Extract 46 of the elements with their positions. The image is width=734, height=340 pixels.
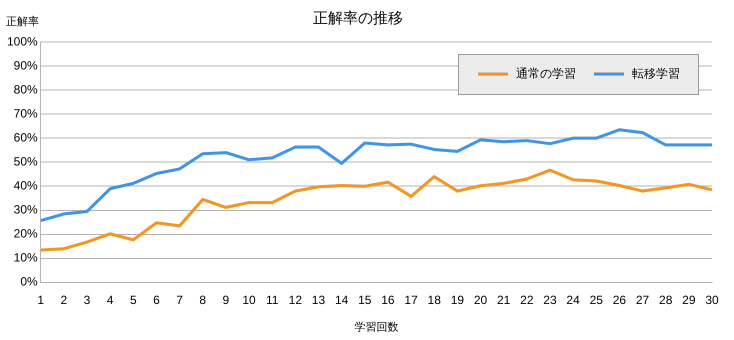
x-tick-label: 18: [428, 292, 442, 307]
x-tick-label: 16: [381, 292, 395, 307]
x-tick-label: 1: [37, 292, 44, 307]
y-tick-label: 90%: [14, 58, 38, 72]
y-tick-label: 40%: [14, 178, 38, 193]
y-tick-label: 70%: [14, 106, 38, 120]
x-tick-label: 7: [176, 292, 184, 307]
y-axis-title: 正解率: [6, 15, 39, 28]
y-tick-label: 60%: [14, 130, 38, 144]
x-tick-label: 22: [520, 292, 534, 307]
x-tick-label: 8: [199, 292, 206, 307]
x-tick-label: 5: [130, 292, 137, 307]
x-tick-label: 23: [543, 292, 557, 307]
x-tick-label: 11: [266, 292, 279, 307]
x-tick-label: 28: [659, 292, 673, 307]
x-tick-label: 10: [242, 292, 256, 307]
y-tick-label: 20%: [14, 226, 38, 241]
x-axis-title: 学習回数: [354, 321, 398, 334]
x-tick-label: 30: [705, 292, 719, 307]
x-tick-label: 27: [636, 292, 650, 307]
x-tick-label: 15: [358, 292, 372, 307]
x-tick-label: 24: [566, 292, 580, 307]
x-tick-label: 13: [312, 292, 326, 307]
y-tick-label: 0%: [20, 274, 38, 289]
y-tick-label: 30%: [14, 202, 38, 217]
x-tick-label: 26: [612, 292, 626, 307]
x-tick-label: 4: [106, 292, 114, 307]
x-tick-label: 17: [404, 292, 418, 307]
legend-label: 転移学習: [632, 66, 680, 80]
x-tick-label: 19: [450, 292, 464, 307]
x-tick-label: 14: [334, 292, 349, 307]
y-tick-label: 50%: [14, 154, 38, 169]
x-tick-label: 29: [682, 292, 696, 307]
x-tick-label: 12: [288, 292, 302, 307]
legend-label: 通常の学習: [516, 66, 576, 80]
x-tick-label: 3: [84, 292, 91, 307]
x-tick-label: 6: [153, 292, 160, 307]
chart-title: 正解率の推移: [313, 10, 403, 28]
x-tick-label: 25: [590, 292, 604, 307]
x-tick-label: 2: [60, 292, 68, 307]
x-tick-label: 21: [496, 292, 511, 307]
y-tick-label: 80%: [14, 82, 38, 96]
x-tick-label: 20: [474, 292, 488, 307]
y-tick-label: 10%: [14, 250, 38, 265]
x-tick-label: 9: [222, 292, 230, 307]
y-tick-label: 100%: [6, 34, 38, 48]
